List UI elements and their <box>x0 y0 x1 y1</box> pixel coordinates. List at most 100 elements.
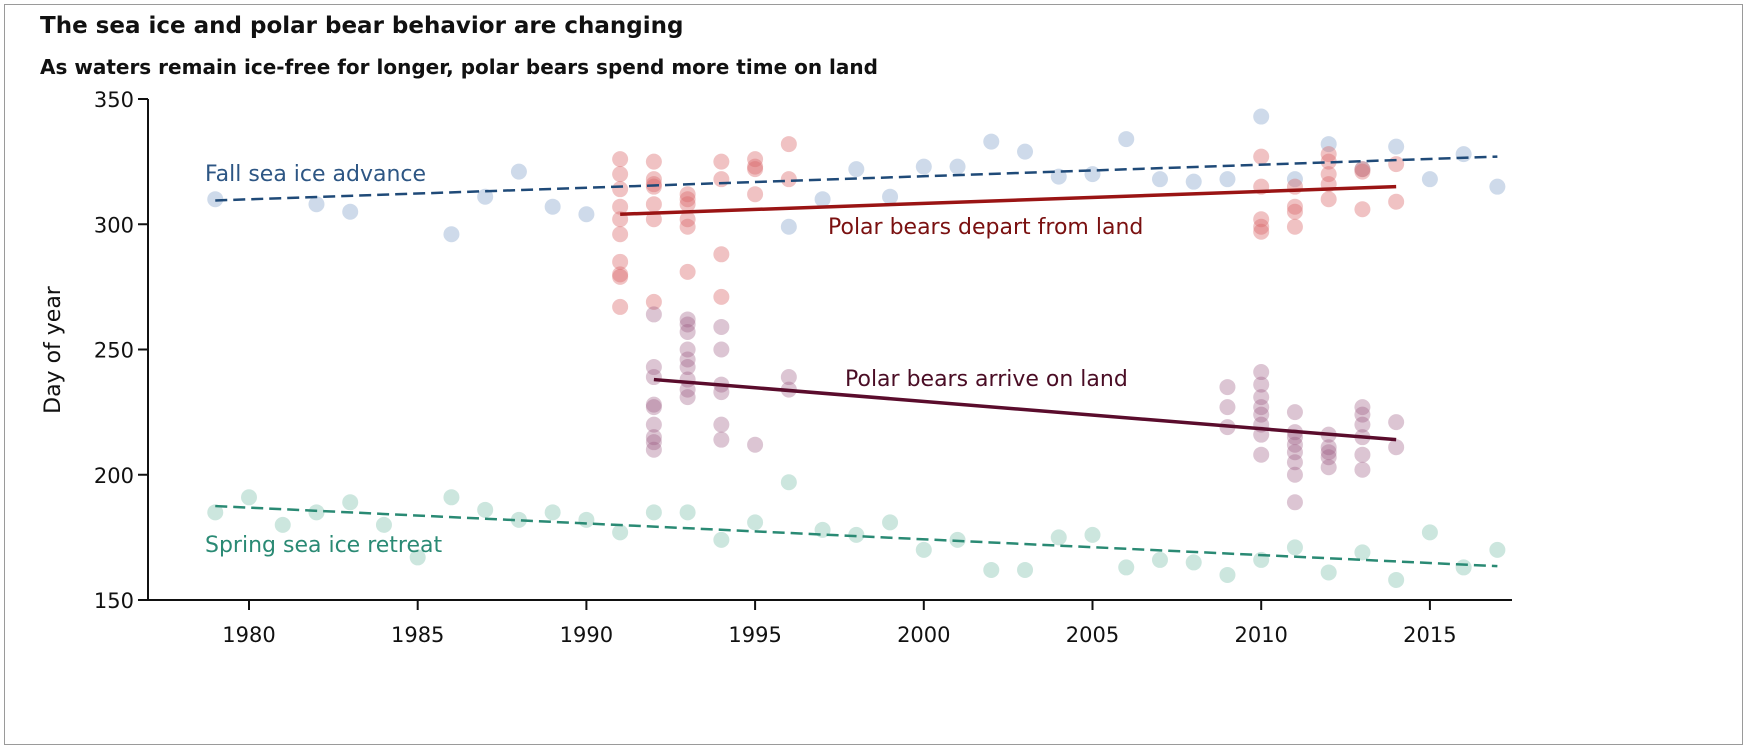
point-spring-sea-ice-retreat <box>308 504 325 521</box>
point-fall-sea-ice-advance <box>1118 131 1135 148</box>
point-polar-bears-depart-from-land <box>1286 198 1303 215</box>
chart-subtitle: As waters remain ice-free for longer, po… <box>40 55 878 79</box>
point-polar-bears-depart-from-land <box>679 211 696 228</box>
point-spring-sea-ice-retreat <box>848 526 865 543</box>
point-polar-bears-arrive-on-land <box>1388 414 1405 431</box>
point-fall-sea-ice-advance <box>1185 173 1202 190</box>
point-polar-bears-arrive-on-land <box>1253 364 1270 381</box>
point-polar-bears-depart-from-land <box>679 218 696 235</box>
point-spring-sea-ice-retreat <box>1017 561 1034 578</box>
point-polar-bears-arrive-on-land <box>1354 446 1371 463</box>
point-polar-bears-arrive-on-land <box>679 359 696 376</box>
point-spring-sea-ice-retreat <box>713 531 730 548</box>
point-spring-sea-ice-retreat <box>1489 541 1506 558</box>
point-polar-bears-depart-from-land <box>645 293 662 310</box>
point-polar-bears-arrive-on-land <box>1286 466 1303 483</box>
point-spring-sea-ice-retreat <box>1118 559 1135 576</box>
point-spring-sea-ice-retreat <box>915 541 932 558</box>
point-polar-bears-arrive-on-land <box>645 429 662 446</box>
point-spring-sea-ice-retreat <box>1286 539 1303 556</box>
point-fall-sea-ice-advance <box>578 206 595 223</box>
point-spring-sea-ice-retreat <box>409 549 426 566</box>
point-polar-bears-depart-from-land <box>747 186 764 203</box>
point-fall-sea-ice-advance <box>1455 146 1472 163</box>
point-polar-bears-arrive-on-land <box>1219 399 1236 416</box>
point-fall-sea-ice-advance <box>1219 171 1236 188</box>
trend-line-polar-bears-depart-from-land <box>620 184 1397 216</box>
point-polar-bears-arrive-on-land <box>1354 461 1371 478</box>
point-spring-sea-ice-retreat <box>578 511 595 528</box>
point-polar-bears-arrive-on-land <box>679 311 696 328</box>
point-fall-sea-ice-advance <box>1151 171 1168 188</box>
point-polar-bears-depart-from-land <box>1253 211 1270 228</box>
point-polar-bears-arrive-on-land <box>713 431 730 448</box>
annotation-bears-depart: Polar bears depart from land <box>828 215 1143 240</box>
point-polar-bears-depart-from-land <box>1354 201 1371 218</box>
point-polar-bears-depart-from-land <box>612 166 629 183</box>
point-polar-bears-depart-from-land <box>1388 156 1405 173</box>
y-tick-label: 300 <box>94 213 134 237</box>
point-polar-bears-arrive-on-land <box>645 359 662 376</box>
axes: 150 200 250 300 350 1980 1985 1990 1995 2000 2005 2… <box>94 88 1512 647</box>
point-polar-bears-arrive-on-land <box>1354 406 1371 423</box>
point-spring-sea-ice-retreat <box>1455 559 1472 576</box>
point-polar-bears-depart-from-land <box>612 266 629 283</box>
point-fall-sea-ice-advance <box>477 188 494 205</box>
point-polar-bears-depart-from-land <box>780 136 797 153</box>
point-fall-sea-ice-advance <box>780 218 797 235</box>
point-polar-bears-depart-from-land <box>645 171 662 188</box>
point-polar-bears-arrive-on-land <box>645 441 662 458</box>
point-polar-bears-depart-from-land <box>1354 163 1371 180</box>
point-polar-bears-arrive-on-land <box>713 384 730 401</box>
annotation-spring-sea-ice: Spring sea ice retreat <box>205 533 442 558</box>
point-polar-bears-arrive-on-land <box>679 341 696 358</box>
x-tick-label: 1980 <box>222 623 275 647</box>
point-fall-sea-ice-advance <box>342 203 359 220</box>
point-fall-sea-ice-advance <box>443 226 460 243</box>
point-spring-sea-ice-retreat <box>882 514 899 531</box>
x-tick-label: 2010 <box>1234 623 1287 647</box>
trend-lines-layer <box>215 155 1498 568</box>
point-fall-sea-ice-advance <box>1320 136 1337 153</box>
x-tick-label: 2015 <box>1403 623 1456 647</box>
point-polar-bears-depart-from-land <box>612 268 629 285</box>
point-fall-sea-ice-advance <box>1253 108 1270 125</box>
point-spring-sea-ice-retreat <box>510 511 527 528</box>
point-fall-sea-ice-advance <box>1286 171 1303 188</box>
point-spring-sea-ice-retreat <box>274 516 291 533</box>
point-fall-sea-ice-advance <box>882 188 899 205</box>
point-polar-bears-depart-from-land <box>612 198 629 215</box>
annotation-fall-sea-ice: Fall sea ice advance <box>205 162 426 187</box>
point-spring-sea-ice-retreat <box>207 504 224 521</box>
point-polar-bears-arrive-on-land <box>679 381 696 398</box>
x-tick-label: 1995 <box>728 623 781 647</box>
point-polar-bears-arrive-on-land <box>1219 379 1236 396</box>
point-polar-bears-arrive-on-land <box>713 416 730 433</box>
point-polar-bears-depart-from-land <box>1320 153 1337 170</box>
point-spring-sea-ice-retreat <box>544 504 561 521</box>
point-fall-sea-ice-advance <box>308 196 325 213</box>
point-spring-sea-ice-retreat <box>780 474 797 491</box>
point-polar-bears-depart-from-land <box>747 158 764 175</box>
point-polar-bears-depart-from-land <box>747 151 764 168</box>
chart-title: The sea ice and polar bear behavior are … <box>40 13 683 39</box>
point-fall-sea-ice-advance <box>848 161 865 178</box>
point-polar-bears-depart-from-land <box>747 161 764 178</box>
point-fall-sea-ice-advance <box>1421 171 1438 188</box>
point-polar-bears-depart-from-land <box>679 191 696 208</box>
point-spring-sea-ice-retreat <box>241 489 257 506</box>
y-tick-label: 200 <box>94 464 134 488</box>
point-spring-sea-ice-retreat <box>679 504 696 521</box>
point-polar-bears-depart-from-land <box>612 298 629 315</box>
point-polar-bears-arrive-on-land <box>1320 439 1337 456</box>
point-spring-sea-ice-retreat <box>1084 526 1101 543</box>
point-polar-bears-depart-from-land <box>612 253 629 270</box>
point-polar-bears-arrive-on-land <box>1286 404 1303 421</box>
point-fall-sea-ice-advance <box>544 198 561 215</box>
point-fall-sea-ice-advance <box>510 163 527 180</box>
point-polar-bears-depart-from-land <box>1253 218 1270 235</box>
point-spring-sea-ice-retreat <box>1388 571 1405 588</box>
point-polar-bears-depart-from-land <box>1253 223 1270 240</box>
point-polar-bears-depart-from-land <box>713 288 730 305</box>
